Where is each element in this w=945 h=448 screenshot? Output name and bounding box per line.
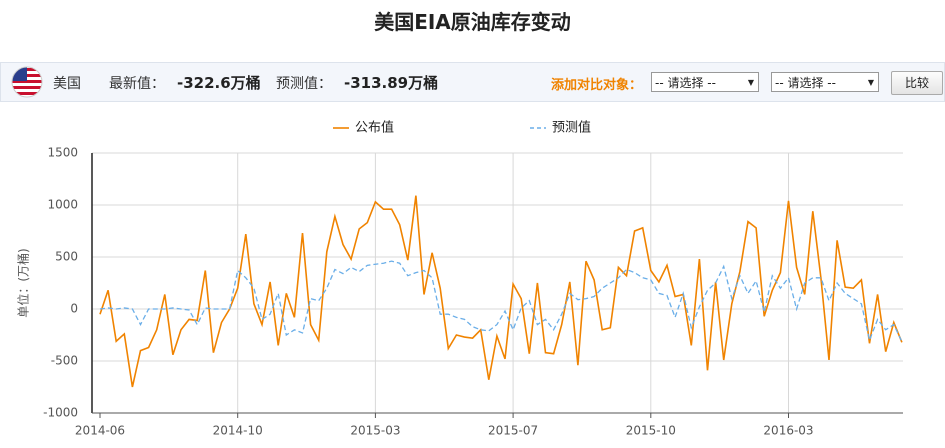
x-tick-label: 2014-06	[75, 424, 125, 438]
country: 美国	[53, 76, 81, 92]
select[interactable]: -- 请选择 --	[771, 72, 879, 93]
y-tick-label: 0	[70, 302, 78, 316]
x-tick-label: 2016-03	[763, 424, 813, 438]
page-title: 美国EIA原油库存变动	[374, 10, 571, 34]
y-tick-label: 1000	[47, 198, 78, 212]
x-tick-label: 2014-10	[213, 424, 263, 438]
us-flag	[11, 66, 43, 98]
series-line	[99, 195, 903, 388]
x-tick-label: 2015-03	[350, 424, 400, 438]
latest-value: -322.6万桶	[177, 74, 261, 92]
y-tick-label: -1000	[43, 406, 78, 420]
compare-button[interactable]: 比较	[891, 71, 943, 95]
y-tick-label: 1500	[47, 146, 78, 160]
latest-label: 最新值：	[109, 76, 165, 92]
y-tick-label: -500	[51, 354, 78, 368]
y-tick-label: 500	[55, 250, 78, 264]
x-tick-label: 2015-10	[626, 424, 676, 438]
chart: 单位：(万桶) -1000 -500 0 500 1000 1500 2014-06 2014…	[16, 120, 903, 438]
compare-label: 添加对比对象：	[551, 78, 643, 93]
y-axis-label: 单位：(万桶)	[16, 248, 31, 317]
toolbar: 美国 最新值： -322.6万桶 预测值： -313.89万桶 添加对比对象： …	[0, 62, 945, 102]
forecast-value: -313.89万桶	[344, 74, 439, 92]
forecast-label: 预测值：	[276, 76, 332, 92]
series-line	[99, 260, 903, 343]
legend-label: 预测值	[552, 120, 591, 136]
select[interactable]: -- 请选择 --	[651, 72, 759, 93]
x-tick-label: 2015-07	[488, 424, 538, 438]
legend-label: 公布值	[355, 120, 394, 136]
